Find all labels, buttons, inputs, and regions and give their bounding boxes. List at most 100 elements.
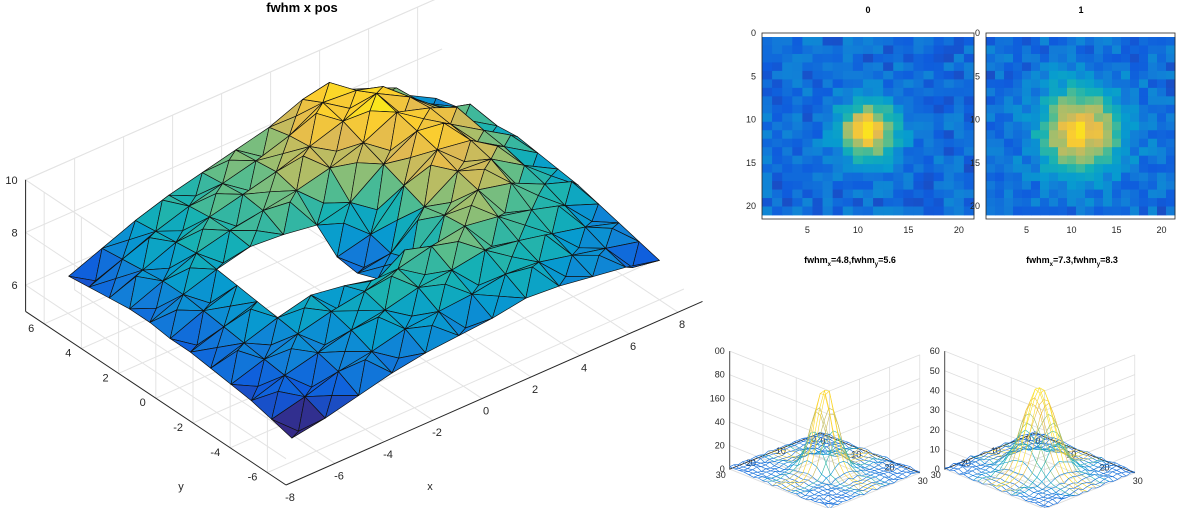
heatmap-cell — [963, 172, 975, 182]
mesh-line — [977, 429, 1069, 482]
heatmap-cell — [1112, 62, 1122, 72]
heatmap-cell — [792, 172, 803, 182]
heatmap-cell — [943, 45, 955, 55]
heatmap-cell — [822, 79, 834, 89]
heatmap-cell — [852, 164, 864, 174]
heatmap-cell — [1013, 138, 1023, 148]
x-tick-label: 6 — [630, 341, 636, 353]
mesh-x-tick: 30 — [918, 476, 928, 486]
heatmap-cell — [903, 172, 914, 182]
heatmap-cell — [862, 198, 874, 207]
heatmap-cell — [862, 87, 874, 97]
heatmap-0-title: 0 — [865, 5, 870, 15]
heatmap-cell — [1049, 138, 1059, 148]
heatmap-cell — [802, 70, 813, 80]
mesh-z-tick: 0 — [720, 464, 725, 474]
heatmap-x-tick: 5 — [1024, 225, 1029, 235]
heatmap-cell — [1013, 62, 1023, 72]
heatmap-cell — [963, 181, 975, 190]
heatmap-cell — [772, 87, 783, 97]
heatmap-cell — [862, 130, 874, 140]
heatmap-cell — [782, 155, 793, 165]
heatmap-cell — [1112, 37, 1122, 46]
heatmap-cell — [943, 181, 955, 190]
heatmap-cell — [953, 147, 965, 157]
heatmap-cell — [802, 164, 813, 174]
heatmap-cell — [883, 164, 894, 174]
heatmap-cell — [782, 37, 793, 46]
mesh-z-tick: 00 — [715, 346, 725, 356]
heatmap-cell — [772, 181, 783, 190]
heatmap-cell — [1022, 164, 1032, 174]
heatmap-cell — [986, 138, 996, 148]
heatmap-cell — [1148, 113, 1158, 123]
heatmap-cell — [822, 206, 834, 216]
heatmap-cell — [953, 130, 965, 140]
mesh-line — [1001, 402, 1093, 492]
heatmap-cell — [953, 138, 965, 148]
heatmap-cell — [1157, 181, 1167, 190]
mesh-line — [1025, 462, 1116, 501]
heatmap-cell — [1112, 87, 1122, 97]
heatmap-cell — [1076, 104, 1086, 114]
heatmap-cell — [852, 79, 864, 89]
heatmap-cell — [1067, 172, 1077, 182]
heatmap-cell — [1112, 198, 1122, 207]
heatmap-cell — [1166, 138, 1176, 148]
heatmap-cell — [792, 147, 803, 157]
heatmap-cell — [772, 155, 783, 165]
heatmap-cell — [782, 198, 793, 207]
grid-line — [74, 158, 336, 464]
heatmap-cell — [893, 87, 904, 97]
heatmap-cell — [772, 198, 783, 207]
heatmap-cell — [883, 96, 894, 106]
heatmap-cell — [832, 70, 844, 80]
heatmap-cell — [1085, 181, 1095, 190]
heatmap-cell — [1004, 96, 1014, 106]
mesh-grid-line — [729, 391, 830, 508]
heatmap-cell — [1157, 138, 1167, 148]
heatmap-cell — [1040, 45, 1050, 55]
heatmap-cell — [933, 155, 945, 165]
heatmap-cell — [1013, 130, 1023, 140]
heatmap-cell — [1022, 206, 1032, 216]
heatmap-cell — [913, 53, 924, 63]
heatmap-y-tick: 10 — [746, 115, 756, 125]
heatmap-cell — [986, 96, 996, 106]
heatmap-cell — [953, 79, 965, 89]
heatmap-cell — [1121, 189, 1131, 199]
heatmap-cell — [1148, 206, 1158, 216]
heatmap-cell — [883, 87, 894, 97]
heatmap-cell — [963, 62, 975, 72]
heatmap-cell — [1094, 45, 1104, 55]
mesh-x-tick: 20 — [884, 463, 894, 473]
heatmap-cell — [1049, 113, 1059, 123]
heatmap-cell — [1121, 62, 1131, 72]
mesh-line — [973, 441, 1064, 481]
heatmap-cell — [792, 206, 803, 216]
heatmap-cell — [893, 121, 904, 131]
heatmap-cell — [903, 130, 914, 140]
heatmap-cell — [986, 70, 996, 80]
heatmap-cell — [1040, 172, 1050, 182]
heatmap-cell — [1094, 37, 1104, 46]
heatmap-cell — [1004, 45, 1014, 55]
heatmap-cell — [995, 79, 1005, 89]
heatmap-cell — [1031, 181, 1041, 190]
heatmap-cell — [953, 121, 965, 131]
heatmap-cell — [1166, 87, 1176, 97]
heatmap-cell — [903, 96, 914, 106]
mesh-line — [764, 439, 865, 495]
heatmap-cell — [1130, 37, 1140, 46]
heatmap-cell — [772, 37, 783, 46]
heatmap-cell — [953, 104, 965, 114]
heatmap-cell — [1031, 104, 1041, 114]
heatmap-cell — [812, 189, 823, 199]
heatmap-cell — [772, 172, 783, 182]
heatmap-cell — [1022, 104, 1032, 114]
heatmap-cell — [782, 172, 793, 182]
heatmap-cell — [1031, 96, 1041, 106]
heatmap-cell — [1103, 206, 1113, 216]
heatmap-y-tick: 20 — [746, 201, 756, 211]
